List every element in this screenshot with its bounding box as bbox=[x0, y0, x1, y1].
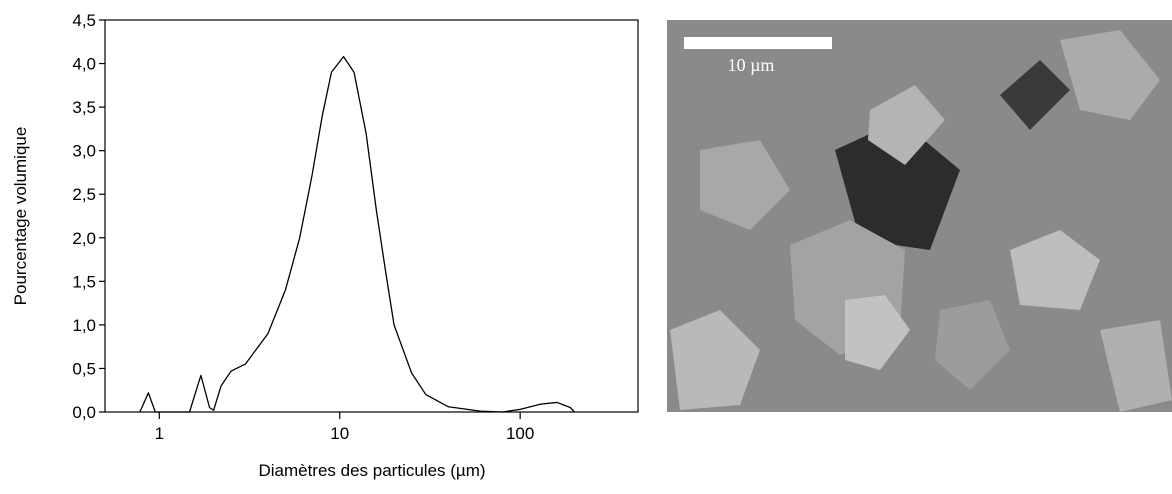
micrograph: 10 µm bbox=[667, 20, 1172, 412]
scale-label: 10 µm bbox=[728, 55, 775, 75]
y-tick-label: 1,0 bbox=[72, 316, 96, 335]
figure: Diamètres des particules (µm) Pourcentag… bbox=[0, 0, 1172, 489]
y-tick-label: 2,5 bbox=[72, 185, 96, 204]
scale-bar bbox=[684, 37, 832, 49]
y-tick-label: 1,5 bbox=[72, 272, 96, 291]
data-line bbox=[140, 57, 575, 412]
x-axis-label: Diamètres des particules (µm) bbox=[258, 461, 485, 480]
x-tick-label: 100 bbox=[506, 424, 534, 443]
y-tick-label: 4,5 bbox=[72, 11, 96, 30]
x-tick-label: 1 bbox=[155, 424, 164, 443]
y-axis-label: Pourcentage volumique bbox=[11, 127, 30, 306]
plot-frame bbox=[105, 20, 638, 412]
y-tick-label: 2,0 bbox=[72, 229, 96, 248]
y-tick-label: 3,0 bbox=[72, 142, 96, 161]
y-tick-label: 4,0 bbox=[72, 55, 96, 74]
x-tick-label: 10 bbox=[330, 424, 349, 443]
y-tick-label: 3,5 bbox=[72, 98, 96, 117]
y-tick-label: 0,0 bbox=[72, 403, 96, 422]
y-tick-label: 0,5 bbox=[72, 359, 96, 378]
